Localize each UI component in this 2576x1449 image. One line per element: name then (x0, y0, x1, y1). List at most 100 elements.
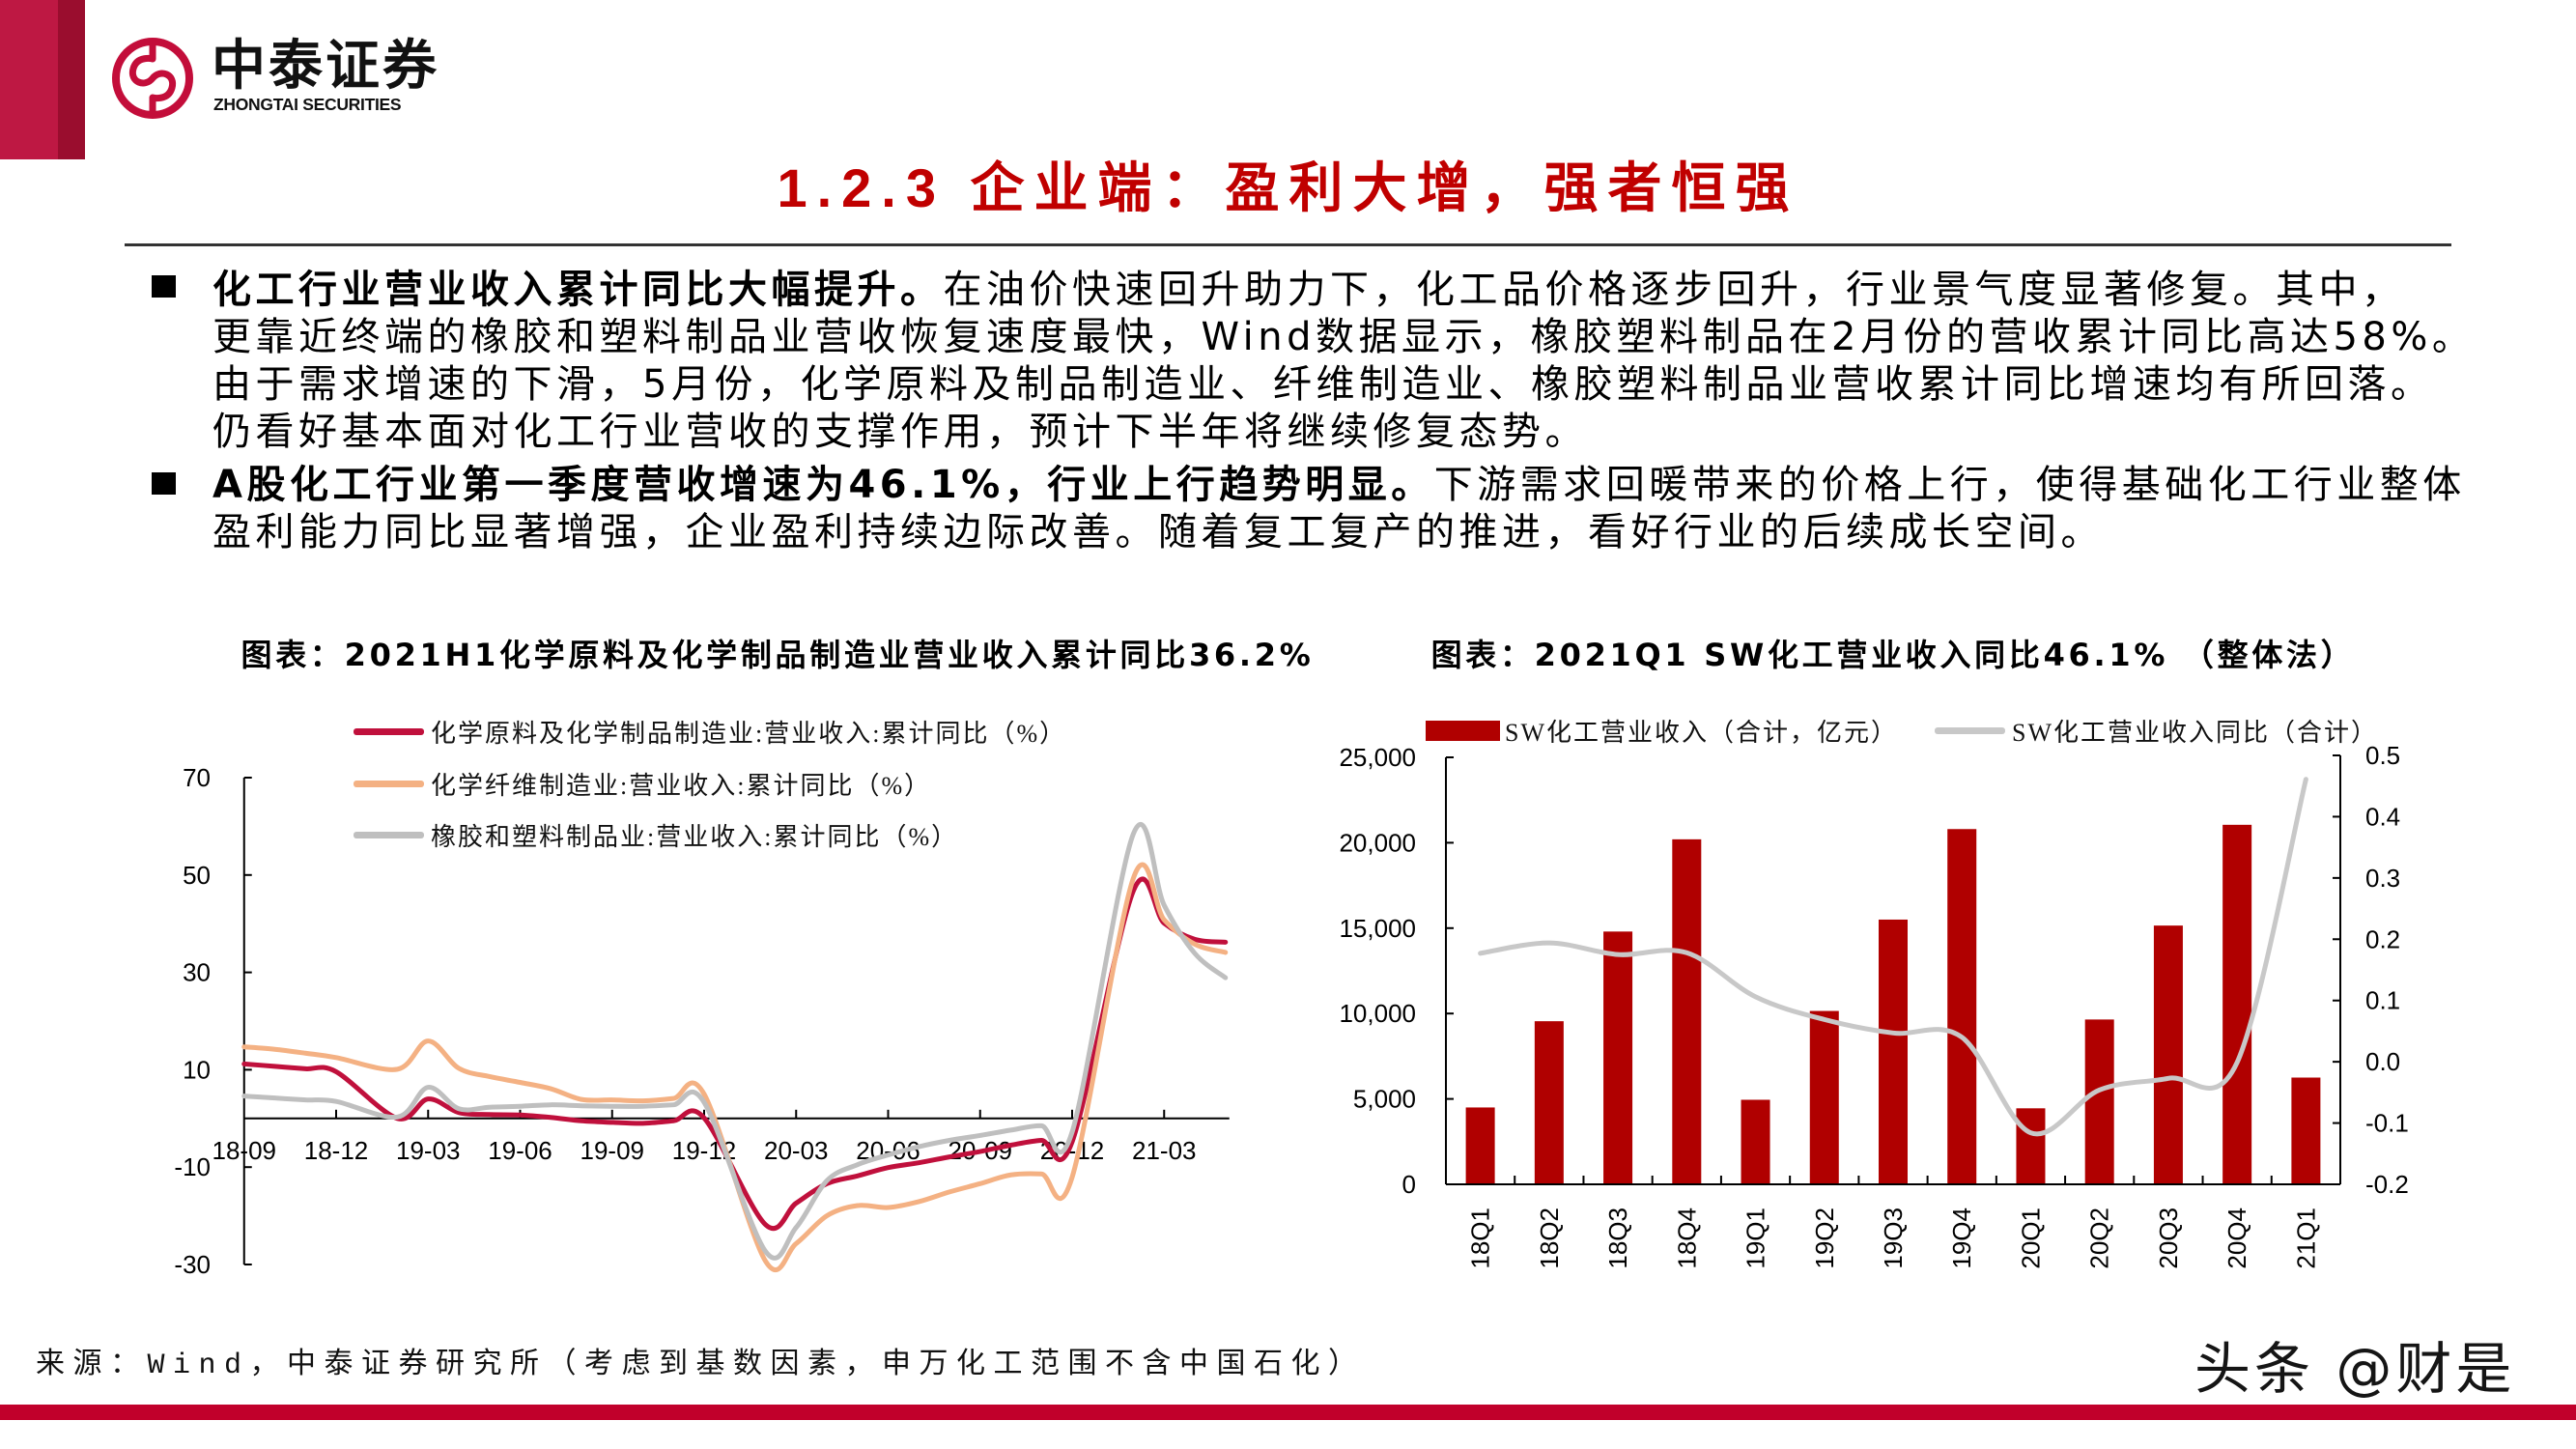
category-label: 18Q2 (1535, 1208, 1564, 1269)
category-label: 18Q3 (1603, 1208, 1632, 1269)
bullet-lead-text: A股化工行业第一季度营收增速为46.1%，行业上行趋势明显。 (212, 463, 1434, 507)
legend-item-yoy-line: SW化工营业收入同比（合计） (1935, 715, 2379, 747)
legend-label: SW化工营业收入（合计，亿元） (1505, 718, 1899, 747)
category-label: 20Q3 (2154, 1208, 2183, 1269)
watermark-text: 头条 @财是 (2194, 1336, 2516, 1402)
revenue-bar (2291, 1077, 2321, 1184)
legend-item-revenue-bars: SW化工营业收入（合计，亿元） (1426, 715, 1899, 747)
bullet-paragraph-1: 化工行业营业收入累计同比大幅提升。在油价快速回升助力下，化工品价格逐步回升，行业… (212, 267, 2475, 456)
left-y-tick-label: 25,000 (1339, 744, 1416, 772)
category-label: 19Q1 (1741, 1208, 1770, 1269)
left-y-tick-label: 20,000 (1339, 828, 1416, 857)
category-label: 19Q2 (1810, 1208, 1839, 1269)
revenue-bar (1534, 1021, 1564, 1184)
header-red-bar (0, 0, 58, 159)
line-chart-title: 图表：2021H1化学原料及化学制品制造业营业收入累计同比36.2% (241, 637, 1315, 673)
legend-swatch-orange-line (354, 780, 424, 787)
y-tick-label: 50 (183, 861, 211, 890)
x-tick-label: 19-09 (580, 1136, 645, 1165)
footer-red-bar (0, 1405, 2576, 1420)
bar-chart-title: 图表：2021Q1 SW化工营业收入同比46.1% （整体法） (1430, 637, 2356, 673)
right-y-tick-label: -0.2 (2365, 1170, 2409, 1199)
paragraph-line: 盈利能力同比显著增强，企业盈利持续边际改善。随着复工复产的推进，看好行业的后续成… (212, 510, 2104, 554)
paragraph-line: A股化工行业第一季度营收增速为46.1%，行业上行趋势明显。下游需求回暖带来的价… (212, 462, 2466, 509)
x-tick-label: 18-09 (212, 1136, 277, 1165)
revenue-bar (2016, 1108, 2046, 1184)
right-y-tick-label: 0.5 (2365, 744, 2400, 770)
category-label: 18Q1 (1466, 1208, 1495, 1269)
legend-label: 化学纤维制造业:营业收入:累计同比（%） (431, 771, 932, 800)
y-tick-label: 30 (183, 958, 211, 987)
revenue-bar (1741, 1099, 1770, 1184)
bullet-text: 下游需求回暖带来的价格上行，使得基础化工行业整体 (1433, 463, 2466, 507)
logo-text-chinese: 中泰证券 (212, 35, 439, 96)
right-y-tick-label: 0.1 (2365, 986, 2400, 1015)
category-label: 20Q1 (2016, 1208, 2045, 1269)
yoy-growth-line (1478, 777, 2308, 1137)
paragraph-line: 更靠近终端的橡胶和塑料制品业营收恢复速度最快，Wind数据显示，橡胶塑料制品在2… (212, 315, 2476, 359)
y-tick-label: 10 (183, 1055, 211, 1084)
legend-label: SW化工营业收入同比（合计） (2012, 718, 2379, 747)
legend-swatch-gray-line (354, 831, 424, 838)
revenue-bar (2222, 824, 2252, 1184)
x-tick-label: 20-03 (764, 1136, 829, 1165)
source-note: 来源：Wind，中泰证券研究所（考虑到基数因素，申万化工范围不含中国石化） (36, 1350, 1366, 1382)
revenue-bar (1672, 838, 1702, 1184)
right-y-tick-label: -0.1 (2365, 1109, 2409, 1138)
paragraph-line: 由于需求增速的下滑，5月份，化学原料及制品制造业、纤维制造业、橡胶塑料制品业营收… (212, 362, 2434, 407)
left-y-tick-label: 5,000 (1353, 1085, 1416, 1114)
bullet-text: 在油价快速回升助力下，化工品价格逐步回升，行业景气度显著修复。其中， (943, 268, 2405, 312)
square-bullet-icon (152, 275, 176, 298)
revenue-bar (1465, 1107, 1495, 1184)
header-red-bar-dark (58, 0, 85, 159)
series-line-1 (241, 876, 1229, 1232)
y-tick-label: -10 (174, 1152, 211, 1181)
right-y-tick-label: 0.3 (2365, 864, 2400, 893)
revenue-bar (1947, 829, 1977, 1184)
category-label: 19Q3 (1879, 1208, 1908, 1269)
series-line-3 (241, 822, 1229, 1261)
legend-label: 橡胶和塑料制品业:营业收入:累计同比（%） (431, 822, 959, 851)
x-tick-label: 19-06 (488, 1136, 552, 1165)
logo-text-english: ZHONGTAI SECURITIES (213, 95, 402, 114)
legend-swatch-red-bar (1426, 720, 1500, 741)
legend-item-chemical-materials: 化学原料及化学制品制造业:营业收入:累计同比（%） (354, 716, 1067, 748)
bullet-lead-text: 化工行业营业收入累计同比大幅提升。 (212, 268, 944, 312)
right-y-tick-label: 0.4 (2365, 802, 2400, 831)
paragraph-line: 仍看好基本面对化工行业营收的支撑作用，预计下半年将继续修复态势。 (212, 410, 1588, 454)
category-label: 20Q4 (2222, 1208, 2251, 1269)
category-label: 20Q2 (2085, 1208, 2114, 1269)
category-label: 19Q4 (1947, 1208, 1976, 1269)
revenue-bar (1809, 1010, 1839, 1184)
series-line-2 (241, 862, 1229, 1272)
square-bullet-icon (152, 472, 176, 495)
legend-item-chemical-fiber: 化学纤维制造业:营业收入:累计同比（%） (354, 768, 932, 800)
category-label: 21Q1 (2291, 1208, 2320, 1269)
left-y-tick-label: 10,000 (1339, 999, 1416, 1028)
y-tick-label: -30 (174, 1250, 211, 1279)
category-label: 18Q4 (1672, 1208, 1701, 1269)
revenue-bar (1603, 931, 1633, 1184)
revenue-bar (1879, 919, 1908, 1184)
y-tick-label: 70 (183, 763, 211, 792)
legend-swatch-gray-line (1935, 726, 2005, 734)
left-y-tick-label: 0 (1402, 1170, 1416, 1199)
page-title: 1.2.3 企业端：盈利大增，强者恒强 (777, 157, 1799, 218)
legend-label: 化学原料及化学制品制造业:营业收入:累计同比（%） (431, 719, 1067, 748)
revenue-bar (2153, 925, 2183, 1184)
x-tick-label: 21-03 (1132, 1136, 1197, 1165)
left-y-tick-label: 15,000 (1339, 914, 1416, 943)
right-y-tick-label: 0.0 (2365, 1047, 2400, 1076)
paragraph-line: 化工行业营业收入累计同比大幅提升。在油价快速回升助力下，化工品价格逐步回升，行业… (212, 267, 2475, 314)
bar-line-chart-plot: 0 5,000 10,000 15,000 20,000 25,000 -0.2 -0.1 0.… (1339, 744, 2409, 1269)
bullet-paragraph-2: A股化工行业第一季度营收增速为46.1%，行业上行趋势明显。下游需求回暖带来的价… (212, 462, 2466, 556)
x-tick-label: 19-03 (396, 1136, 461, 1165)
right-y-tick-label: 0.2 (2365, 924, 2400, 953)
legend-item-rubber-plastics: 橡胶和塑料制品业:营业收入:累计同比（%） (354, 819, 959, 851)
revenue-bar (2084, 1019, 2114, 1184)
zhongtai-logo-icon (112, 38, 193, 119)
legend-swatch-red-line (354, 727, 424, 735)
x-tick-label: 18-12 (304, 1136, 369, 1165)
